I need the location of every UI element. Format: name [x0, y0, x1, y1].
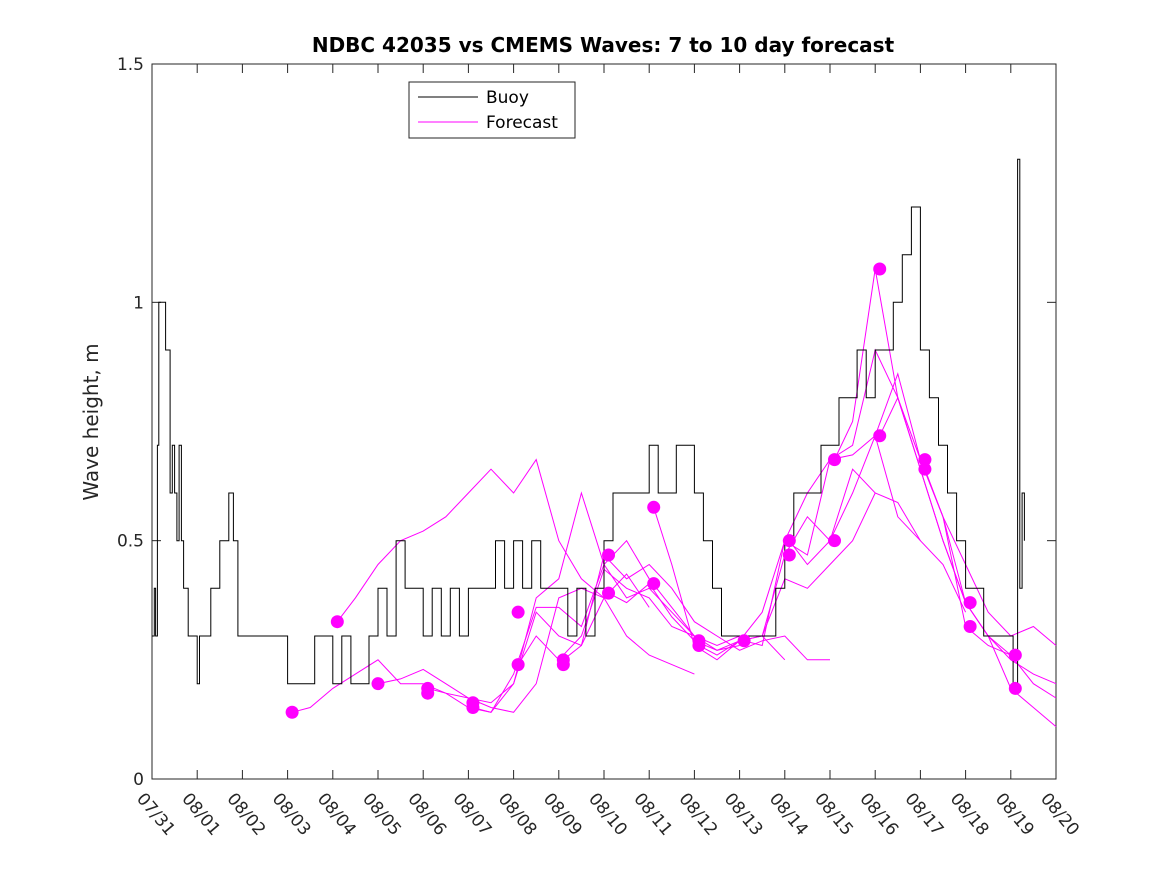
forecast-marker — [556, 658, 570, 672]
y-tick-label: 1 — [133, 293, 144, 313]
forecast-series-line — [377, 573, 650, 713]
y-axis-label: Wave height, m — [79, 343, 103, 500]
forecast-marker — [692, 639, 706, 653]
forecast-marker — [782, 534, 796, 548]
forecast-marker — [828, 534, 842, 548]
forecast-marker — [1008, 648, 1022, 662]
forecast-marker — [511, 605, 525, 619]
forecast-marker — [873, 262, 887, 276]
chart-title: NDBC 42035 vs CMEMS Waves: 7 to 10 day f… — [312, 33, 895, 57]
legend-box — [408, 81, 576, 139]
forecast-marker — [1008, 681, 1022, 695]
forecast-marker — [285, 705, 299, 719]
forecast-marker — [421, 686, 435, 700]
forecast-marker — [466, 701, 480, 714]
forecast-marker — [918, 462, 932, 476]
legend-buoy-label: Buoy — [486, 88, 529, 108]
forecast-marker — [737, 634, 751, 648]
buoy-series-line — [152, 158, 1025, 685]
forecast-series-line — [336, 458, 695, 675]
forecast-marker — [963, 619, 977, 633]
forecast-marker — [330, 615, 344, 629]
legend-forecast-label: Forecast — [486, 113, 558, 133]
forecast-marker — [602, 548, 616, 562]
legend: Buoy Forecast — [408, 81, 576, 139]
forecast-marker — [918, 453, 932, 467]
forecast-marker — [782, 548, 796, 562]
forecast-marker — [828, 453, 842, 467]
forecast-marker — [873, 429, 887, 443]
forecast-marker — [647, 500, 661, 514]
forecast-marker — [647, 577, 661, 591]
y-tick-label: 1.5 — [117, 55, 144, 75]
forecast-marker — [602, 586, 616, 600]
forecast-marker — [963, 596, 977, 610]
forecast-marker — [511, 658, 525, 672]
y-tick-label: 0.5 — [117, 532, 144, 552]
forecast-marker — [371, 677, 385, 691]
y-tick-label: 0 — [133, 770, 144, 790]
